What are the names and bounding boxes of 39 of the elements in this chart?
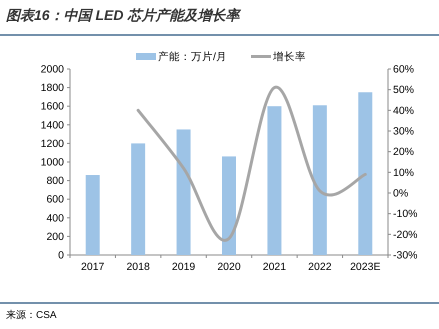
y2-tick-label: 20% bbox=[393, 146, 414, 158]
y-tick-label: 1400 bbox=[40, 119, 64, 132]
y-tick-label: 2000 bbox=[40, 64, 64, 76]
y-tick-label: 400 bbox=[46, 212, 64, 224]
source-note: 来源：CSA bbox=[6, 309, 57, 321]
x-tick-label: 2020 bbox=[217, 261, 241, 273]
y2-tick-label: 40% bbox=[393, 104, 414, 117]
y-tick-label: 0 bbox=[58, 250, 64, 262]
y-tick-label: 600 bbox=[46, 194, 64, 206]
legend-label: 增长率 bbox=[272, 50, 306, 63]
x-tick-label: 2021 bbox=[262, 261, 286, 273]
bar bbox=[176, 129, 191, 255]
x-tick-label: 2017 bbox=[81, 261, 105, 273]
y2-tick-label: -10% bbox=[393, 208, 418, 220]
x-tick-label: 2018 bbox=[126, 261, 150, 273]
y-tick-label: 1600 bbox=[40, 100, 64, 113]
bar bbox=[131, 143, 146, 255]
y2-tick-label: 60% bbox=[393, 64, 414, 76]
x-tick-label: 2023E bbox=[350, 261, 380, 273]
bar bbox=[222, 156, 236, 255]
legend-label: 产能：万片/月 bbox=[158, 50, 227, 63]
bar bbox=[267, 106, 282, 255]
y-tick-label: 800 bbox=[46, 175, 64, 188]
chart-title: 图表16：中国 LED 芯片产能及增长率 bbox=[6, 7, 242, 23]
y2-tick-label: 30% bbox=[393, 126, 414, 138]
bar bbox=[86, 175, 100, 255]
y-tick-label: 1200 bbox=[40, 138, 64, 150]
y2-tick-label: 0% bbox=[393, 188, 408, 200]
y2-tick-label: 10% bbox=[393, 166, 414, 179]
x-tick-label: 2019 bbox=[172, 261, 196, 273]
y2-tick-label: -30% bbox=[393, 250, 418, 262]
bar bbox=[358, 92, 372, 255]
y2-tick-label: 50% bbox=[393, 84, 414, 96]
x-tick-label: 2022 bbox=[308, 261, 332, 273]
y-tick-label: 200 bbox=[46, 230, 64, 243]
y2-tick-label: -20% bbox=[393, 228, 418, 241]
y-tick-label: 1000 bbox=[40, 156, 64, 168]
bar bbox=[312, 105, 327, 255]
y-tick-label: 1800 bbox=[40, 82, 64, 94]
